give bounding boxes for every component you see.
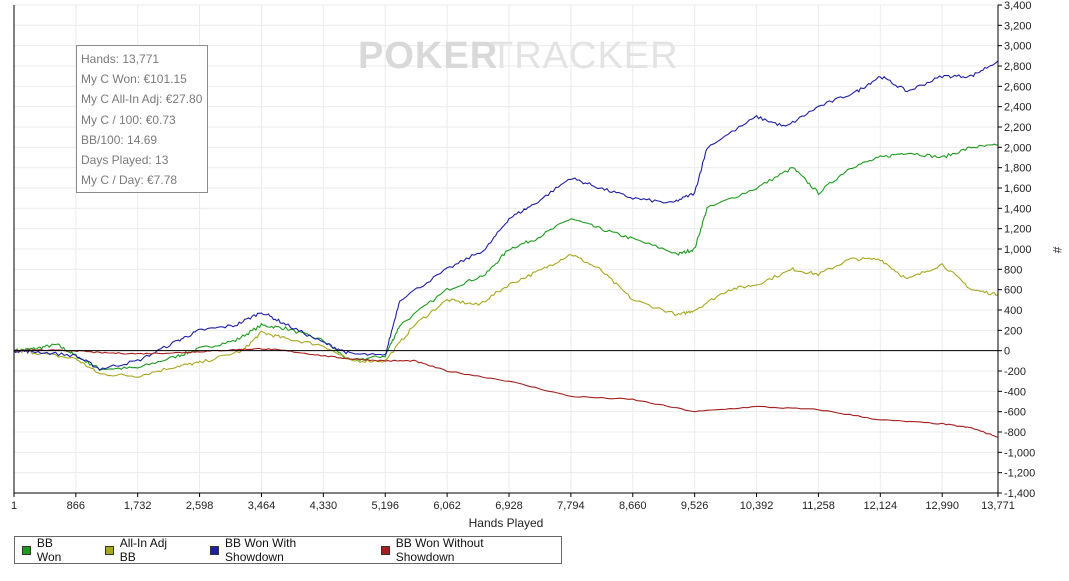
y-tick-label-1200: 1,200 <box>1004 224 1032 236</box>
y-axis-title: # <box>1050 247 1064 254</box>
grid-lines <box>13 4 999 494</box>
legend-label-bb-won-with-showdown: BB Won With Showdown <box>225 536 297 564</box>
x-tick-label-11258: 11,258 <box>802 500 835 512</box>
y-tick-label-200: 200 <box>1004 325 1022 337</box>
legend-label-all-in-adj-bb: All-In Adj BB <box>119 536 168 564</box>
y-tick-label-1000: -1,000 <box>1004 447 1035 459</box>
x-tick-label-12990: 12,990 <box>925 500 959 512</box>
legend-item-bb-won-without-showdown[interactable]: BB Won Without Showdown <box>380 536 543 564</box>
y-tick-label-800: -800 <box>1004 427 1026 439</box>
watermark: POKER TRACKER <box>358 35 679 77</box>
x-tick-label-2598: 2,598 <box>186 500 214 512</box>
x-tick-label-6928: 6,928 <box>495 500 523 512</box>
y-tick-label-400: 400 <box>1004 305 1022 317</box>
y-tick-label-1400: 1,400 <box>1004 203 1032 215</box>
y-tick-label-800: 800 <box>1004 264 1022 276</box>
legend-item-bb-won-with-showdown[interactable]: BB Won With Showdown <box>210 536 356 564</box>
series-line-all-in-adj-bb <box>13 254 999 378</box>
watermark-poker: POKER <box>358 35 498 77</box>
x-tick-label-1732: 1,732 <box>124 500 152 512</box>
y-tick-label-200: -200 <box>1004 366 1026 378</box>
legend-swatch-bb-won-without-showdown <box>380 545 390 555</box>
y-tick-label-600: -600 <box>1004 407 1026 419</box>
x-tick-labels: 1 866 1,732 2,598 3,464 4,330 5,196 6,062 6,928 7… <box>11 493 1015 512</box>
x-tick-label-13771: 13,771 <box>981 500 1015 512</box>
y-tick-label-1800: 1,800 <box>1004 163 1032 175</box>
x-tick-label-1: 1 <box>11 500 17 512</box>
x-tick-label-866: 866 <box>67 500 85 512</box>
y-tick-label-1600: 1,600 <box>1004 183 1032 195</box>
y-tick-label-3200: 3,200 <box>1004 20 1032 32</box>
x-tick-label-12124: 12,124 <box>863 500 897 512</box>
watermark-tracker: TRACKER <box>490 35 679 77</box>
y-tick-label-1200: -1,200 <box>1004 468 1035 480</box>
y-tick-labels: -1,400 -1,200 -1,000 -800 -600 -400 -200 0 200 40… <box>998 0 1035 500</box>
x-tick-label-3464: 3,464 <box>248 500 276 512</box>
x-tick-label-6062: 6,062 <box>433 500 461 512</box>
stats-tooltip-box: Hands: 13,771 My C Won: €101.15 My C All… <box>76 45 208 193</box>
x-tick-label-7794: 7,794 <box>557 500 585 512</box>
series-line-bb-won-with-showdown <box>13 60 999 371</box>
stat-days-played: Days Played: 13 <box>81 152 169 167</box>
stat-bb-per-100: BB/100: 14.69 <box>81 132 158 147</box>
series-lines <box>13 60 999 438</box>
series-line-bb-won-without-showdown <box>13 347 999 438</box>
legend-swatch-bb-won-with-showdown <box>210 545 220 555</box>
y-tick-label-1000: 1,000 <box>1004 244 1032 256</box>
y-tick-label-3000: 3,000 <box>1004 41 1032 53</box>
stat-per-day: My C / Day: €7.78 <box>81 173 178 188</box>
stat-per-100: My C / 100: €0.73 <box>81 112 176 127</box>
stat-won: My C Won: €101.15 <box>81 72 187 87</box>
legend-item-all-in-adj-bb[interactable]: All-In Adj BB <box>104 536 185 564</box>
y-tick-label-2800: 2,800 <box>1004 61 1032 73</box>
y-tick-label-2600: 2,600 <box>1004 81 1032 93</box>
x-tick-label-5196: 5,196 <box>371 500 399 512</box>
legend-label-bb-won: BB Won <box>36 536 62 564</box>
y-tick-label-2000: 2,000 <box>1004 142 1032 154</box>
stat-all-in-adj: My C All-In Adj: €27.80 <box>81 92 203 107</box>
y-tick-label-0: 0 <box>1004 346 1010 358</box>
x-tick-label-10392: 10,392 <box>740 500 774 512</box>
legend-swatch-bb-won <box>22 545 31 555</box>
chart-legend: BB Won All-In Adj BB BB Won With Showdow… <box>14 536 562 564</box>
legend-swatch-all-in-adj-bb <box>104 545 114 555</box>
chart-area: POKER TRACKER 1 866 1,732 2,598 3,464 4,330 5,… <box>11 0 1064 530</box>
x-axis-title: Hands Played <box>469 516 544 530</box>
y-tick-label-1400: -1,400 <box>1004 488 1035 500</box>
legend-label-bb-won-without-showdown: BB Won Without Showdown <box>395 536 484 564</box>
y-tick-label-3400: 3,400 <box>1004 0 1032 12</box>
y-tick-label-2200: 2,200 <box>1004 122 1032 134</box>
y-tick-label-2400: 2,400 <box>1004 102 1032 114</box>
series-line-bb-won <box>13 143 999 371</box>
y-tick-label-400: -400 <box>1004 386 1026 398</box>
legend-item-bb-won[interactable]: BB Won <box>22 536 80 564</box>
x-tick-label-8660: 8,660 <box>619 500 647 512</box>
stat-hands: Hands: 13,771 <box>81 52 160 66</box>
x-tick-label-9526: 9,526 <box>681 500 709 512</box>
y-tick-label-600: 600 <box>1004 285 1022 297</box>
x-tick-label-4330: 4,330 <box>310 500 338 512</box>
